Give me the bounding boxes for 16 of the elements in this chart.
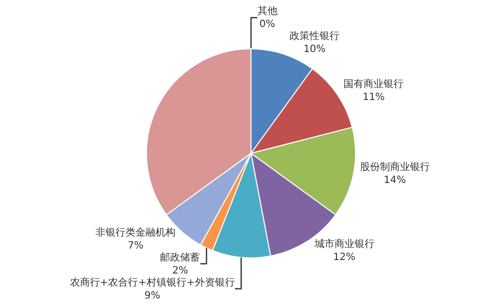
category-label: 其他 — [257, 6, 278, 18]
data-label: 12% — [333, 252, 356, 263]
data-label: 11% — [362, 92, 385, 104]
slice-label: 农商行+农合行+村镇银行+外资银行 — [70, 276, 235, 288]
data-label: 7% — [128, 240, 144, 252]
slice-label: 邮政储蓄 — [160, 251, 200, 264]
data-label: 2% — [172, 265, 188, 276]
slice-label: 国有商业银行 — [344, 78, 404, 90]
data-label: 10% — [303, 44, 326, 56]
slice-label: 政策性银行 — [290, 30, 340, 42]
slice-label: 非银行类金融机构 — [96, 226, 176, 238]
data-label: 9% — [144, 290, 160, 302]
data-label: 14% — [384, 174, 406, 186]
slice-label: 股份制商业银行 — [360, 160, 430, 173]
text: 0% — [259, 19, 276, 30]
slice-label: 城市商业银行 — [313, 238, 374, 250]
